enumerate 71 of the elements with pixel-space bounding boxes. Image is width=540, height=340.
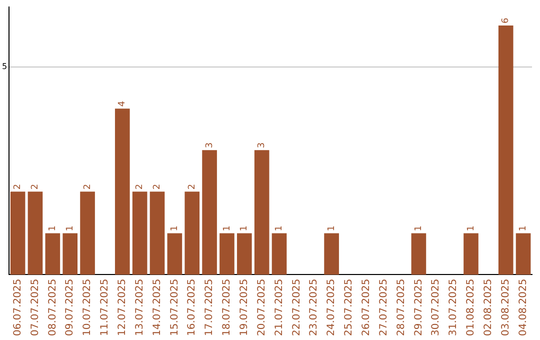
x-tick-label: 04.08.2025: [518, 278, 529, 336]
data-label: 1: [326, 225, 337, 232]
data-label: 1: [466, 225, 476, 232]
data-label: 1: [414, 225, 424, 232]
x-tick-label: 16.07.2025: [186, 278, 198, 336]
bar: [202, 150, 217, 275]
x-tick-label: 23.07.2025: [308, 278, 320, 336]
bar: [62, 233, 78, 275]
x-tick-label: 18.07.2025: [222, 278, 233, 336]
bar: [114, 108, 130, 275]
bar: [498, 25, 514, 275]
bar: [150, 192, 165, 275]
x-tick-label: 03.08.2025: [500, 278, 512, 336]
y-tick-label: 5: [2, 62, 8, 72]
data-label: 1: [240, 225, 250, 232]
x-tick-label: 17.07.2025: [204, 278, 216, 336]
x-tick-label: 21.07.2025: [274, 278, 285, 336]
x-tick-label: 07.07.2025: [30, 278, 41, 336]
bar: [254, 150, 270, 275]
x-tick-label: 09.07.2025: [64, 278, 76, 336]
x-tick-label: 10.07.2025: [82, 278, 94, 336]
data-label: 1: [170, 225, 180, 232]
x-tick-label: 13.07.2025: [134, 278, 146, 336]
x-tick-label: 14.07.2025: [152, 278, 163, 336]
data-label: 1: [274, 225, 285, 232]
x-tick-label: 15.07.2025: [169, 278, 180, 336]
data-label: 3: [257, 142, 268, 148]
x-tick-label: 28.07.2025: [396, 278, 407, 336]
bar: [272, 233, 287, 275]
data-label: 4: [118, 100, 128, 107]
bar: [516, 233, 531, 275]
bar: [167, 233, 182, 275]
x-tick-label: 29.07.2025: [413, 278, 424, 336]
x-tick-label: 01.08.2025: [466, 278, 477, 336]
data-label: 1: [65, 225, 76, 232]
data-label: 2: [135, 184, 146, 190]
data-label: 1: [48, 225, 58, 232]
bar: [28, 192, 43, 275]
x-tick-label: 06.07.2025: [12, 278, 24, 336]
x-tick-label: 25.07.2025: [344, 278, 355, 336]
data-label: 1: [222, 225, 232, 232]
bar: [132, 192, 148, 275]
bar: [236, 233, 252, 275]
x-tick-label: 19.07.2025: [238, 278, 250, 336]
bar: [220, 233, 234, 275]
bar: [464, 233, 478, 275]
x-tick-label: 20.07.2025: [256, 278, 268, 336]
data-label: 2: [187, 184, 198, 190]
x-tick-label: 27.07.2025: [378, 278, 390, 336]
bar: [184, 192, 200, 275]
data-label: 1: [518, 225, 529, 232]
x-tick-label: 31.07.2025: [448, 278, 460, 336]
x-tick-label: 02.08.2025: [483, 278, 494, 336]
x-tick-label: 11.07.2025: [100, 278, 111, 336]
data-label: 2: [82, 184, 93, 190]
data-label: 3: [204, 142, 215, 148]
x-tick-label: 26.07.2025: [361, 278, 372, 336]
data-label: 2: [152, 184, 163, 190]
x-tick-label: 12.07.2025: [116, 278, 128, 336]
bar: [10, 192, 26, 275]
x-tick-label: 30.07.2025: [430, 278, 442, 336]
bar: [411, 233, 426, 275]
x-tick-label: 08.07.2025: [47, 278, 58, 336]
data-label: 6: [501, 17, 512, 24]
x-tick-label: 22.07.2025: [291, 278, 302, 336]
bar: [45, 233, 60, 275]
bar: [80, 192, 95, 275]
data-label: 2: [30, 184, 41, 190]
bar: [324, 233, 339, 275]
data-label: 2: [13, 184, 24, 190]
x-tick-label: 24.07.2025: [326, 278, 338, 336]
